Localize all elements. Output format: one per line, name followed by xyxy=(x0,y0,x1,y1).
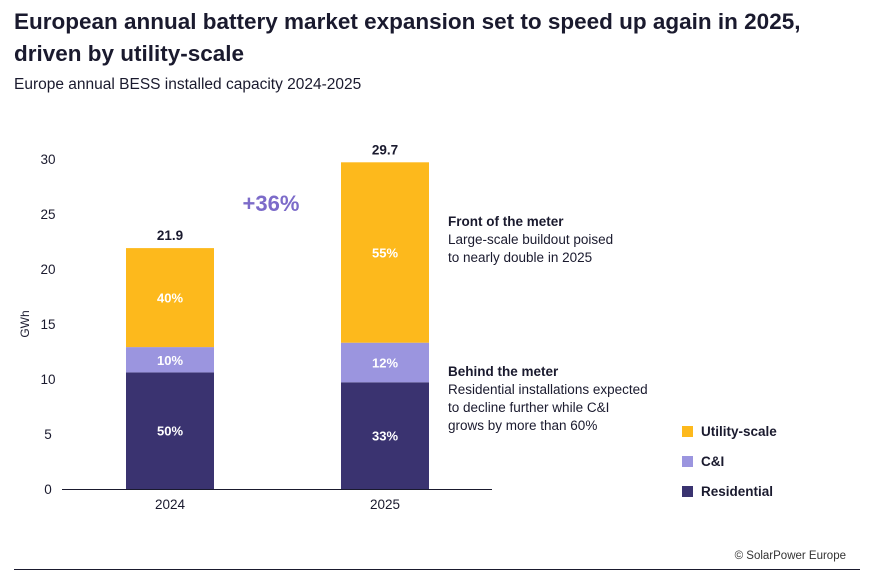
legend-label-ci: C&I xyxy=(701,453,725,469)
behind-meter-text-line1: Residential installations expected xyxy=(448,382,648,397)
footer-divider xyxy=(14,569,860,570)
legend-item-utility: Utility-scale xyxy=(682,416,777,446)
bar-share-label: 33% xyxy=(372,429,398,444)
y-tick-label: 10 xyxy=(40,372,55,387)
growth-label: +36% xyxy=(243,191,300,216)
legend-item-residential: Residential xyxy=(682,476,777,506)
y-tick-label: 5 xyxy=(44,427,52,442)
behind-meter-text-line3: grows by more than 60% xyxy=(448,418,598,433)
legend-label-utility: Utility-scale xyxy=(701,423,777,439)
legend-swatch-utility xyxy=(682,425,693,437)
front-of-meter-title: Front of the meter xyxy=(448,214,564,229)
bar-segment-c-i-2025 xyxy=(341,342,429,383)
behind-meter-text-line2: to decline further while C&I xyxy=(448,400,610,415)
bar-share-label: 55% xyxy=(372,246,398,261)
legend-swatch-residential xyxy=(682,485,693,497)
bar-share-label: 12% xyxy=(372,356,398,371)
bar-total-label: 21.9 xyxy=(157,228,183,243)
bar-segment-c-i-2024 xyxy=(126,347,214,373)
y-tick-label: 20 xyxy=(40,262,55,277)
bar-total-label: 29.7 xyxy=(372,142,398,157)
copyright-credit: © SolarPower Europe xyxy=(734,550,846,562)
behind-meter-title: Behind the meter xyxy=(448,364,559,379)
y-tick-label: 0 xyxy=(44,482,52,497)
bar-share-label: 40% xyxy=(157,291,183,306)
y-tick-label: 30 xyxy=(40,152,55,167)
bar-segment-residential-2025 xyxy=(341,382,429,489)
chart-title: European annual battery market expansion… xyxy=(14,9,801,66)
y-tick-label: 15 xyxy=(40,317,55,332)
bar-segment-residential-2024 xyxy=(126,372,214,489)
legend-item-ci: C&I xyxy=(682,446,777,476)
x-tick-label: 2024 xyxy=(155,497,186,512)
legend-label-residential: Residential xyxy=(701,483,774,499)
y-axis-label: GWh xyxy=(18,310,32,337)
front-of-meter-text-line1: Large-scale buildout poised xyxy=(448,232,614,247)
bar-segment-utility-scale-2024 xyxy=(126,248,214,348)
bar-share-label: 50% xyxy=(157,424,183,439)
front-of-meter-annotation: Front of the meter Large-scale buildout … xyxy=(448,213,708,267)
front-of-meter-text-line2: to nearly double in 2025 xyxy=(448,250,593,265)
bar-segment-utility-scale-2025 xyxy=(341,162,429,343)
legend-swatch-ci xyxy=(682,455,693,467)
y-tick-label: 25 xyxy=(40,207,55,222)
x-tick-label: 2025 xyxy=(370,497,400,512)
behind-meter-annotation: Behind the meter Residential installatio… xyxy=(448,363,708,435)
chart-subtitle: Europe annual BESS installed capacity 20… xyxy=(14,76,362,93)
legend: Utility-scale C&I Residential xyxy=(682,416,777,506)
bar-share-label: 10% xyxy=(157,353,183,368)
